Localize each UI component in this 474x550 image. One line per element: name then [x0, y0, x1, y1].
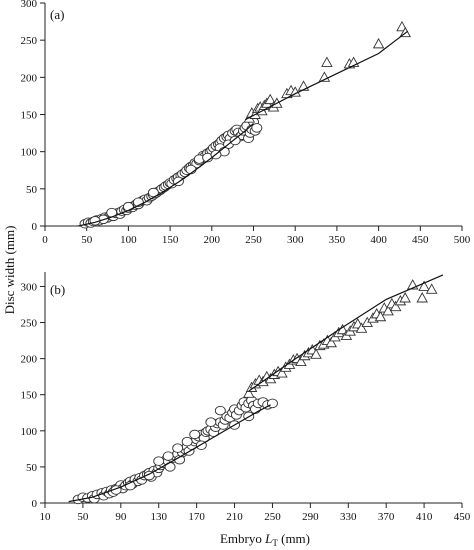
- x-tick-label: 10: [40, 511, 52, 523]
- y-axis-title: Disc width (mm): [2, 226, 17, 315]
- panel-b: (b) 10 50 90 130 170 210 250 290 330 370 410 450 0 50…: [21, 272, 471, 523]
- x-tick-label: 250: [264, 511, 281, 523]
- panel-a-label: (a): [50, 7, 64, 22]
- x-tick-label: 330: [340, 511, 357, 523]
- y-tick-label: 200: [21, 72, 38, 84]
- y-tick-label: 50: [26, 184, 38, 196]
- fit-line: [68, 404, 271, 503]
- panel-a: (a) 0 50 100 150 200 250 300 350 400 450 500 0 50 100…: [21, 0, 471, 246]
- data-point-triangle: [264, 93, 276, 105]
- y-tick-label: 150: [21, 110, 38, 122]
- data-point-circle: [172, 443, 184, 453]
- x-tick-label: 150: [162, 234, 179, 246]
- data-point-triangle: [321, 56, 333, 67]
- x-tick-label: 50: [77, 511, 89, 523]
- y-tick-label: 250: [21, 318, 38, 330]
- x-tick-label: 450: [412, 234, 429, 246]
- data-point-triangle: [418, 280, 430, 291]
- data-point-triangle: [276, 367, 288, 378]
- data-point-triangle: [355, 322, 368, 333]
- fit-line: [78, 122, 254, 227]
- data-point-triangle: [310, 348, 322, 359]
- data-point-triangle: [425, 283, 438, 294]
- y-tick-label: 0: [32, 221, 38, 233]
- data-point-circle: [251, 123, 263, 133]
- data-point-triangle: [242, 387, 255, 398]
- data-point-triangle: [374, 310, 387, 322]
- x-axis-title: Embryo LT (mm): [220, 531, 310, 548]
- x-tick-label: 500: [454, 234, 471, 246]
- data-point-circle: [162, 451, 174, 461]
- data-point-triangle: [295, 355, 307, 366]
- x-tick-label: 410: [416, 511, 433, 523]
- data-point-circle: [267, 398, 278, 409]
- x-tick-label: 0: [42, 234, 48, 246]
- y-tick-label: 200: [21, 354, 38, 366]
- x-tick-label: 400: [370, 234, 387, 246]
- x-axis-title-subscript: T: [272, 538, 278, 548]
- x-tick-label: 50: [81, 234, 93, 246]
- data-point-triangle: [372, 37, 385, 49]
- y-tick-label: 100: [21, 147, 38, 159]
- data-point-circle: [229, 135, 241, 146]
- x-tick-label: 450: [454, 511, 471, 523]
- x-axis-title-suffix: (mm): [278, 531, 310, 546]
- data-point-circle: [181, 436, 193, 447]
- x-tick-label: 130: [150, 511, 167, 523]
- data-point-triangle: [325, 336, 337, 348]
- x-tick-label: 100: [120, 234, 137, 246]
- data-point-circle: [122, 201, 134, 212]
- x-tick-label: 250: [245, 234, 262, 246]
- y-tick-label: 300: [21, 281, 38, 293]
- x-tick-label: 300: [287, 234, 304, 246]
- x-axis-title-prefix: Embryo: [220, 531, 265, 546]
- data-point-circle: [214, 405, 226, 416]
- y-tick-label: 100: [21, 426, 38, 438]
- x-tick-label: 170: [188, 511, 205, 523]
- y-tick-label: 0: [32, 498, 38, 510]
- data-point-triangle: [297, 80, 310, 91]
- fit-line: [248, 274, 444, 392]
- x-tick-label: 350: [329, 234, 346, 246]
- data-point-circle: [205, 417, 217, 427]
- data-point-triangle: [399, 292, 411, 303]
- data-point-circle: [143, 470, 155, 481]
- data-point-circle: [153, 456, 165, 466]
- x-tick-label: 210: [226, 511, 243, 523]
- panel-b-label: (b): [50, 282, 65, 297]
- x-axis-title-symbol: L: [264, 531, 272, 546]
- x-tick-label: 290: [302, 511, 319, 523]
- x-tick-label: 90: [115, 511, 127, 523]
- fit-line: [244, 30, 409, 121]
- y-tick-label: 50: [26, 462, 38, 474]
- y-tick-label: 250: [21, 35, 38, 47]
- data-point-triangle: [416, 292, 428, 303]
- data-point-triangle: [289, 86, 301, 97]
- y-tick-label: 150: [21, 390, 38, 402]
- x-tick-label: 200: [204, 234, 221, 246]
- data-point-triangle: [389, 300, 402, 312]
- y-tick-label: 300: [21, 0, 38, 10]
- x-tick-label: 370: [378, 511, 395, 523]
- data-point-circle: [189, 429, 201, 440]
